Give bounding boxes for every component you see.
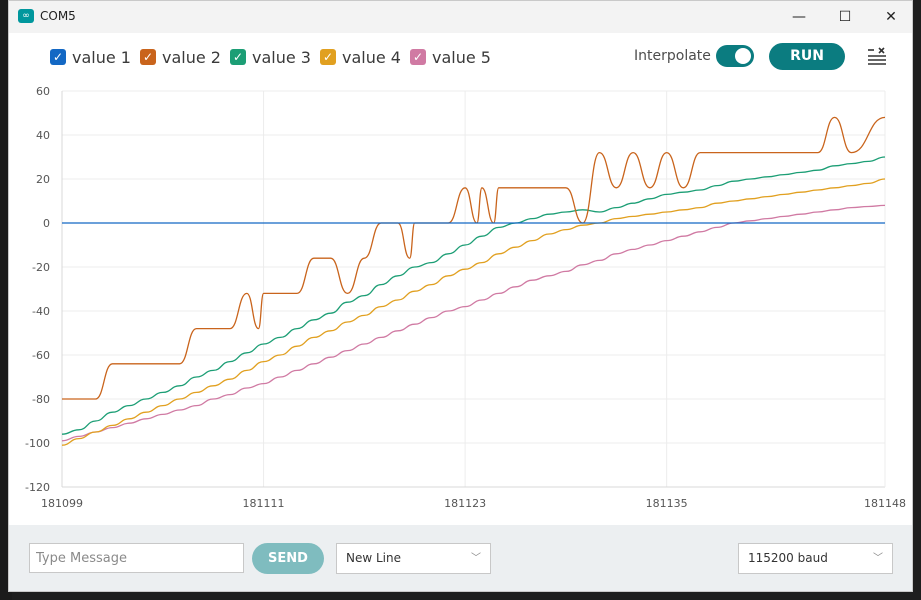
chevron-down-icon: ﹀ <box>873 553 883 564</box>
checkbox-checked-icon[interactable]: ✓ <box>230 49 246 65</box>
y-tick-label: 0 <box>43 217 50 230</box>
series-line-value-5 <box>61 204 886 442</box>
y-tick-label: -20 <box>32 261 50 274</box>
y-tick-label: -40 <box>32 305 50 318</box>
serial-plotter-window: ∞ COM5 — ☐ ✕ ✓ value 1 ✓ value 2 ✓ value… <box>8 0 913 592</box>
y-tick-label: -120 <box>25 481 50 494</box>
chevron-down-icon: ﹀ <box>471 553 481 564</box>
legend-label: value 4 <box>342 47 401 67</box>
minimize-button[interactable]: — <box>792 9 806 25</box>
chart-grid <box>61 90 886 488</box>
run-button[interactable]: RUN <box>769 43 845 70</box>
message-bar: SEND New Line ﹀ 115200 baud ﹀ <box>9 525 912 591</box>
legend-item-value-3[interactable]: ✓ value 3 <box>230 47 311 67</box>
clear-lines-icon[interactable] <box>867 47 887 67</box>
x-tick-label: 181148 <box>864 497 906 510</box>
y-tick-label: -80 <box>32 393 50 406</box>
interpolate-toggle[interactable] <box>716 45 754 67</box>
title-bar: ∞ COM5 — ☐ ✕ <box>9 1 912 33</box>
line-ending-value: New Line <box>346 551 401 565</box>
y-axis-ticks: 60 40 20 0 -20 -40 -60 -80 -100 -120 <box>25 85 50 494</box>
legend-item-value-1[interactable]: ✓ value 1 <box>50 47 131 67</box>
message-input[interactable] <box>29 543 244 573</box>
checkbox-checked-icon[interactable]: ✓ <box>140 49 156 65</box>
legend-item-value-2[interactable]: ✓ value 2 <box>140 47 221 67</box>
baud-rate-select[interactable]: 115200 baud ﹀ <box>738 543 893 574</box>
toggle-knob <box>735 48 751 64</box>
send-button[interactable]: SEND <box>252 543 324 574</box>
x-tick-label: 181135 <box>646 497 688 510</box>
series-line-value-4 <box>61 178 886 446</box>
checkbox-checked-icon[interactable]: ✓ <box>410 49 426 65</box>
x-tick-label: 181111 <box>243 497 285 510</box>
legend-label: value 3 <box>252 47 311 67</box>
series-line-value-3 <box>61 156 886 435</box>
interpolate-label: Interpolate <box>634 48 711 64</box>
legend-item-value-4[interactable]: ✓ value 4 <box>320 47 401 67</box>
legend-item-value-5[interactable]: ✓ value 5 <box>410 47 491 67</box>
arduino-infinity-icon: ∞ <box>18 9 34 23</box>
line-ending-select[interactable]: New Line ﹀ <box>336 543 491 574</box>
plotter-toolbar: ✓ value 1 ✓ value 2 ✓ value 3 ✓ value 4 … <box>9 33 912 83</box>
y-tick-label: 60 <box>36 85 50 98</box>
baud-rate-value: 115200 baud <box>748 551 828 565</box>
series-line-value-2 <box>61 116 886 400</box>
window-title: COM5 <box>40 9 76 23</box>
checkbox-checked-icon[interactable]: ✓ <box>320 49 336 65</box>
y-tick-label: 20 <box>36 173 50 186</box>
series-lines <box>61 116 886 446</box>
checkbox-checked-icon[interactable]: ✓ <box>50 49 66 65</box>
legend-label: value 5 <box>432 47 491 67</box>
y-tick-label: 40 <box>36 129 50 142</box>
legend-label: value 1 <box>72 47 131 67</box>
x-tick-label: 181123 <box>444 497 486 510</box>
maximize-button[interactable]: ☐ <box>838 9 852 25</box>
close-button[interactable]: ✕ <box>885 9 897 25</box>
legend-label: value 2 <box>162 47 221 67</box>
y-tick-label: -60 <box>32 349 50 362</box>
x-axis-ticks: 181099 181111 181123 181135 181148 <box>41 497 906 510</box>
plot-area: 60 40 20 0 -20 -40 -60 -80 -100 -120 181099 181111… <box>25 85 906 510</box>
y-tick-label: -100 <box>25 437 50 450</box>
x-tick-label: 181099 <box>41 497 83 510</box>
